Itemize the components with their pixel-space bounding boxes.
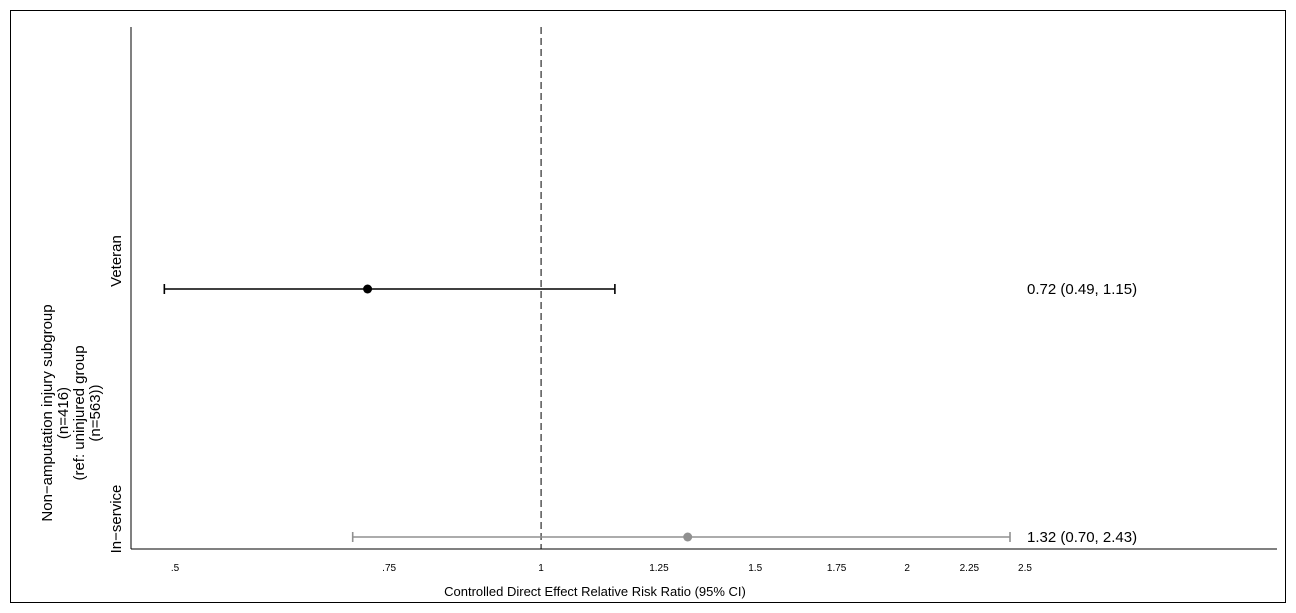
estimate-point xyxy=(683,532,693,542)
y-axis-label-line: (ref: uninjured group xyxy=(71,345,88,480)
x-tick-label: 1.5 xyxy=(748,563,762,574)
forest-plot: .5 .75 1 1.25 1.5 1.75 2 2.25 2.5 Veteran 0.72 (0… xyxy=(39,27,1277,599)
x-tick-label: .75 xyxy=(382,563,396,574)
y-axis-label-line: (n=416) xyxy=(55,387,72,439)
row-category-label: In−service xyxy=(108,485,125,554)
estimate-point xyxy=(363,284,373,294)
x-tick-label: 1.75 xyxy=(827,563,847,574)
x-tick-label: 1 xyxy=(538,563,544,574)
row-estimate-annotation: 0.72 (0.49, 1.15) xyxy=(1027,281,1137,298)
x-tick-label: 1.25 xyxy=(649,563,669,574)
row-estimate-annotation: 1.32 (0.70, 2.43) xyxy=(1027,529,1137,546)
y-axis-label-line: Non−amputation injury subgroup xyxy=(39,304,56,521)
axes xyxy=(130,27,1277,550)
x-tick-label: 2 xyxy=(904,563,910,574)
row-category-label: Veteran xyxy=(108,235,125,287)
x-tick-label: .5 xyxy=(171,563,180,574)
y-axis-label-text: Non−amputation injury subgroup(n=416)(re… xyxy=(39,304,104,521)
y-axis-label: Non−amputation injury subgroup(n=416)(re… xyxy=(39,304,104,521)
y-axis-label-line: (n=563)) xyxy=(87,384,104,441)
x-tick-label: 2.5 xyxy=(1018,563,1032,574)
chart-frame: .5 .75 1 1.25 1.5 1.75 2 2.25 2.5 Veteran 0.72 (0… xyxy=(10,10,1286,603)
rows: Veteran 0.72 (0.49, 1.15) In−service 1.32 (… xyxy=(108,235,1137,553)
x-tick-label: 2.25 xyxy=(960,563,980,574)
x-ticks: .5 .75 1 1.25 1.5 1.75 2 2.25 2.5 xyxy=(171,563,1033,574)
x-axis-label: Controlled Direct Effect Relative Risk R… xyxy=(444,584,746,599)
